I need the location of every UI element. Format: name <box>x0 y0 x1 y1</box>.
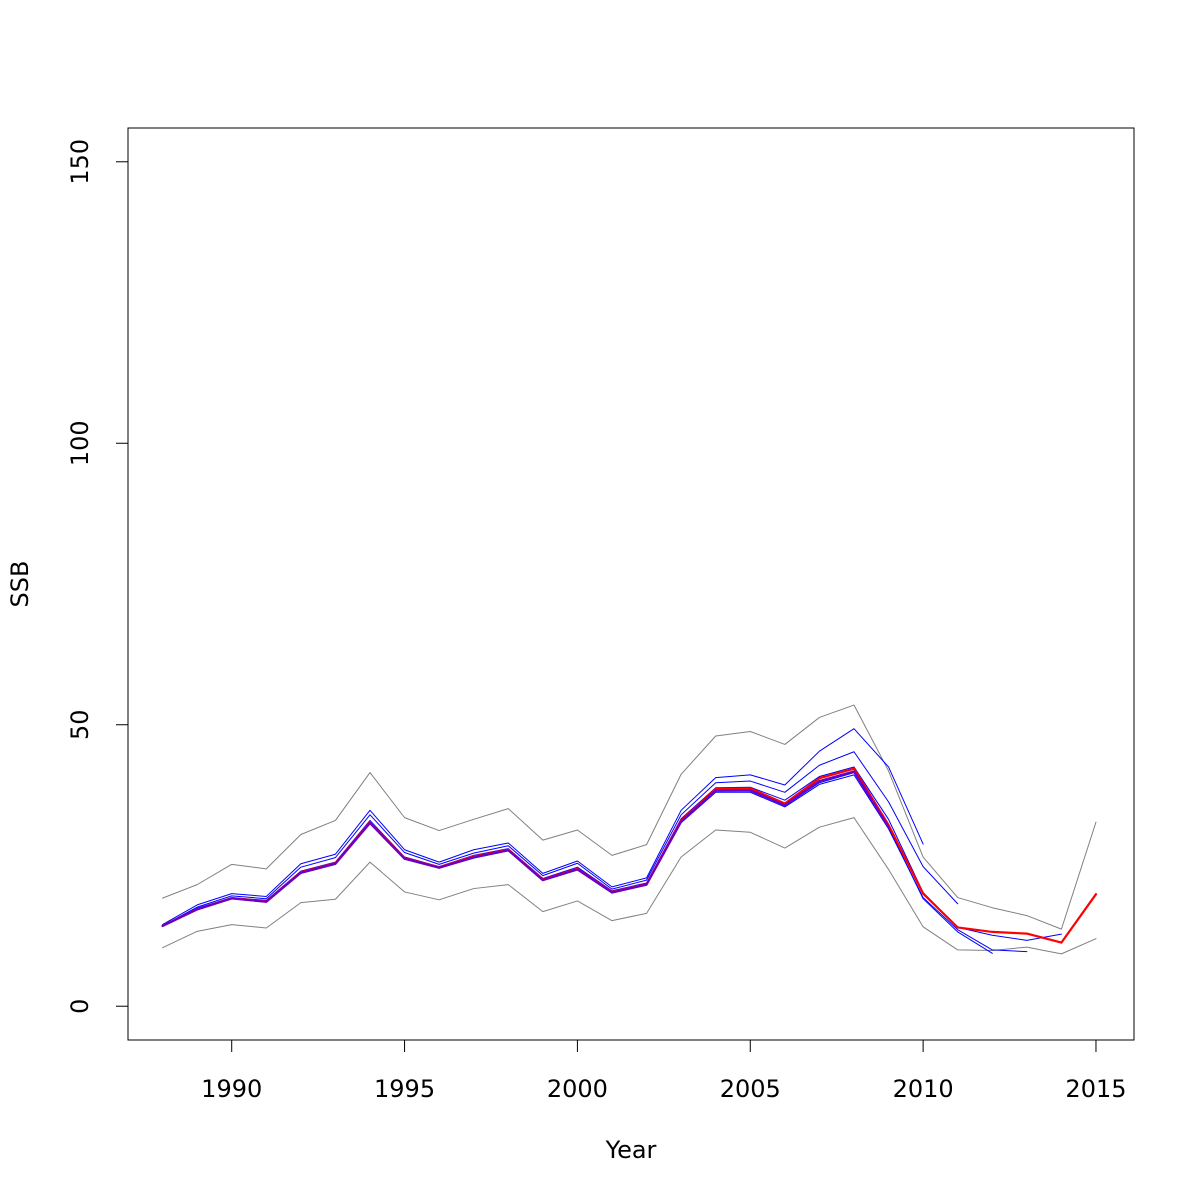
y-tick-label-1: 50 <box>66 709 94 740</box>
y-tick-label-2: 100 <box>66 420 94 466</box>
x-axis: 1990 1995 2000 2005 2010 2015 <box>201 1039 1127 1103</box>
plot-area-frame <box>127 127 1135 1041</box>
y-axis-label: SSB <box>6 561 34 608</box>
x-tick-label-4: 2010 <box>893 1075 954 1103</box>
x-tick-label-0: 1990 <box>201 1075 262 1103</box>
series-layer <box>161 704 1098 955</box>
y-tick-label-0: 0 <box>66 999 94 1014</box>
series-line-retro-peel-5 <box>162 766 1062 941</box>
series-line-upper-bound <box>162 704 1097 930</box>
x-tick-label-1: 1995 <box>374 1075 435 1103</box>
x-axis-label: Year <box>605 1136 657 1164</box>
y-tick-label-3: 150 <box>66 139 94 185</box>
series-line-retro-peel-1 <box>162 728 924 926</box>
series-line-overlap-purple <box>161 770 890 928</box>
series-line-retro-peel-2 <box>162 751 959 927</box>
x-tick-label-3: 2005 <box>720 1075 781 1103</box>
x-tick-label-2: 2000 <box>547 1075 608 1103</box>
series-line-lower-bound <box>162 817 1097 955</box>
y-axis: 0 50 100 150 <box>66 139 129 1014</box>
series-line-retro-peel-4 <box>162 774 1028 953</box>
x-tick-label-5: 2015 <box>1065 1075 1126 1103</box>
